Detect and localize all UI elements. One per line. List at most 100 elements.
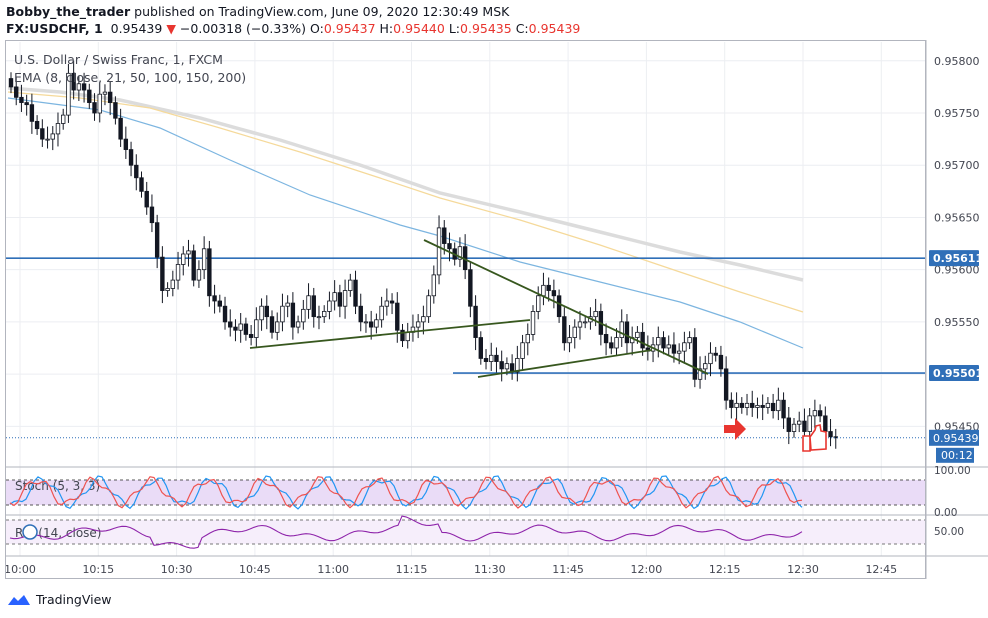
high-value: 0.95440 [393,21,445,36]
candle-body [45,138,50,141]
candle-body [238,323,243,331]
red-arrow-icon [724,418,746,440]
candle-body [374,319,379,328]
candle-body [546,284,551,291]
candle-body [24,102,29,106]
candle-body [342,290,348,307]
candle-body [118,117,123,140]
candle-body [191,250,196,281]
candle-body [165,288,170,291]
candle-body [207,248,212,297]
countdown-label: 00:12 [941,449,973,462]
support-trendline [249,319,531,349]
candle-body [134,164,139,179]
stoch-d-line [9,475,803,509]
stoch-k-line [9,475,803,510]
candle-body [8,78,14,88]
candle-body [729,399,734,408]
candle-body [311,295,316,318]
candle-body [269,316,275,333]
candle-body [368,321,374,328]
x-tick-label: 11:15 [396,563,428,576]
candle-body [682,342,687,352]
symbol-label: FX:USDCHF, 1 [6,21,103,36]
candle-body [536,295,541,312]
candle-body [243,323,249,335]
thumb-cuff [802,435,811,452]
candle-body [692,337,698,380]
candle-body [619,321,624,338]
last-price: 0.95439 [110,21,163,36]
close-value: 0.95439 [528,21,581,36]
author-name[interactable]: Bobby_the_trader [6,4,131,19]
candle-body [786,417,791,432]
x-tick-label: 10:45 [239,563,271,576]
candle-body [71,72,76,91]
y-tick-label: 0.95650 [934,211,980,224]
level-price-label: 0.95501 [933,367,983,380]
candle-body [791,423,797,432]
candle-body [170,279,176,289]
candle-body [379,305,384,321]
level-price-label: 0.95611 [933,252,983,265]
candle-body [384,300,390,307]
candle-body [703,363,708,370]
candle-body [421,316,426,323]
low-value: 0.95435 [460,21,512,36]
candle-body [776,399,781,412]
y-tick-label: 0.95750 [934,107,980,120]
candle-body [520,342,525,359]
candle-body [833,436,838,439]
candle-body [160,256,165,291]
candle-body [666,344,671,349]
tradingview-cloud-icon [8,594,30,605]
stoch-label: Stoch (5, 3, 3) [15,479,100,493]
candle-body [525,334,530,344]
candle-body [40,128,45,140]
candle-body [66,72,71,116]
candle-body [828,431,833,438]
candle-body [154,222,160,258]
candle-body [609,342,614,349]
candle-body [139,177,144,192]
candle-body [233,326,238,331]
candle-body [395,302,400,331]
candle-body [603,334,609,344]
y-tick-label: 0.95700 [934,159,980,172]
x-tick-label: 12:00 [631,563,663,576]
candle-body [442,227,447,244]
candle-body [217,300,222,307]
candle-body [389,300,395,304]
candle-body [201,248,207,271]
last-price-tag [929,429,979,446]
candle-body [248,334,254,338]
lower-trendline [477,349,653,378]
thumb-hand [809,424,827,451]
level-price-tag [929,250,979,267]
candle-body [254,319,259,338]
candle-body [280,305,285,323]
y-tick-label: 0.95550 [934,316,980,329]
candle-body [562,316,567,344]
candle-body [259,305,264,321]
candle-body [102,91,108,95]
candle-body [321,311,327,318]
candle-body [436,227,442,276]
rsi-line [9,515,803,549]
candle-body [55,123,61,135]
ema-legend[interactable]: EMA (8, close, 21, 50, 100, 150, 200) [14,70,247,85]
chart-title: U.S. Dollar / Swiss Franc, 1, FXCM [14,52,223,67]
stoch-tick-100: 100.00 [934,465,971,477]
ema-200-line [7,86,804,282]
tradingview-logo[interactable]: TradingView [6,592,112,607]
candle-body [457,246,463,260]
candle-body [87,89,92,103]
candle-body [19,96,24,103]
y-tick-label: 0.95600 [934,264,980,277]
candle-body [530,311,536,335]
candle-body [186,250,191,255]
candle-body [708,352,713,365]
ema-100-line [7,97,804,349]
candle-body [290,302,296,328]
